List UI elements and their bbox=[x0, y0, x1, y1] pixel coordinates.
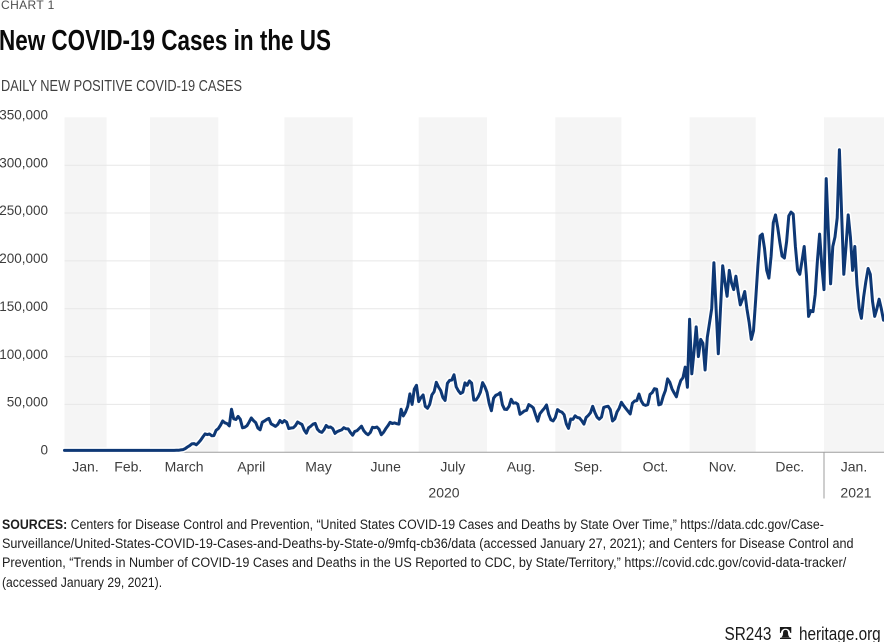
svg-text:Feb.: Feb. bbox=[114, 459, 142, 475]
svg-text:Jan.: Jan. bbox=[72, 459, 98, 475]
svg-text:April: April bbox=[237, 459, 265, 475]
svg-text:300,000: 300,000 bbox=[0, 155, 48, 170]
svg-text:2020: 2020 bbox=[428, 484, 459, 500]
svg-text:2021: 2021 bbox=[840, 484, 871, 500]
svg-text:March: March bbox=[165, 459, 204, 475]
svg-text:Aug.: Aug. bbox=[507, 459, 536, 475]
svg-text:150,000: 150,000 bbox=[0, 299, 48, 314]
svg-text:Jan.: Jan. bbox=[841, 459, 867, 475]
svg-text:250,000: 250,000 bbox=[0, 203, 48, 218]
svg-text:Oct.: Oct. bbox=[643, 459, 669, 475]
svg-text:50,000: 50,000 bbox=[7, 395, 48, 410]
svg-text:Sep.: Sep. bbox=[574, 459, 603, 475]
svg-text:350,000: 350,000 bbox=[0, 108, 48, 123]
svg-text:Dec.: Dec. bbox=[775, 459, 804, 475]
svg-text:200,000: 200,000 bbox=[0, 251, 48, 266]
svg-text:May: May bbox=[305, 459, 331, 475]
svg-text:July: July bbox=[440, 459, 465, 475]
svg-text:100,000: 100,000 bbox=[0, 347, 48, 362]
svg-text:Nov.: Nov. bbox=[709, 459, 737, 475]
svg-text:0: 0 bbox=[40, 443, 48, 458]
svg-text:June: June bbox=[371, 459, 402, 475]
